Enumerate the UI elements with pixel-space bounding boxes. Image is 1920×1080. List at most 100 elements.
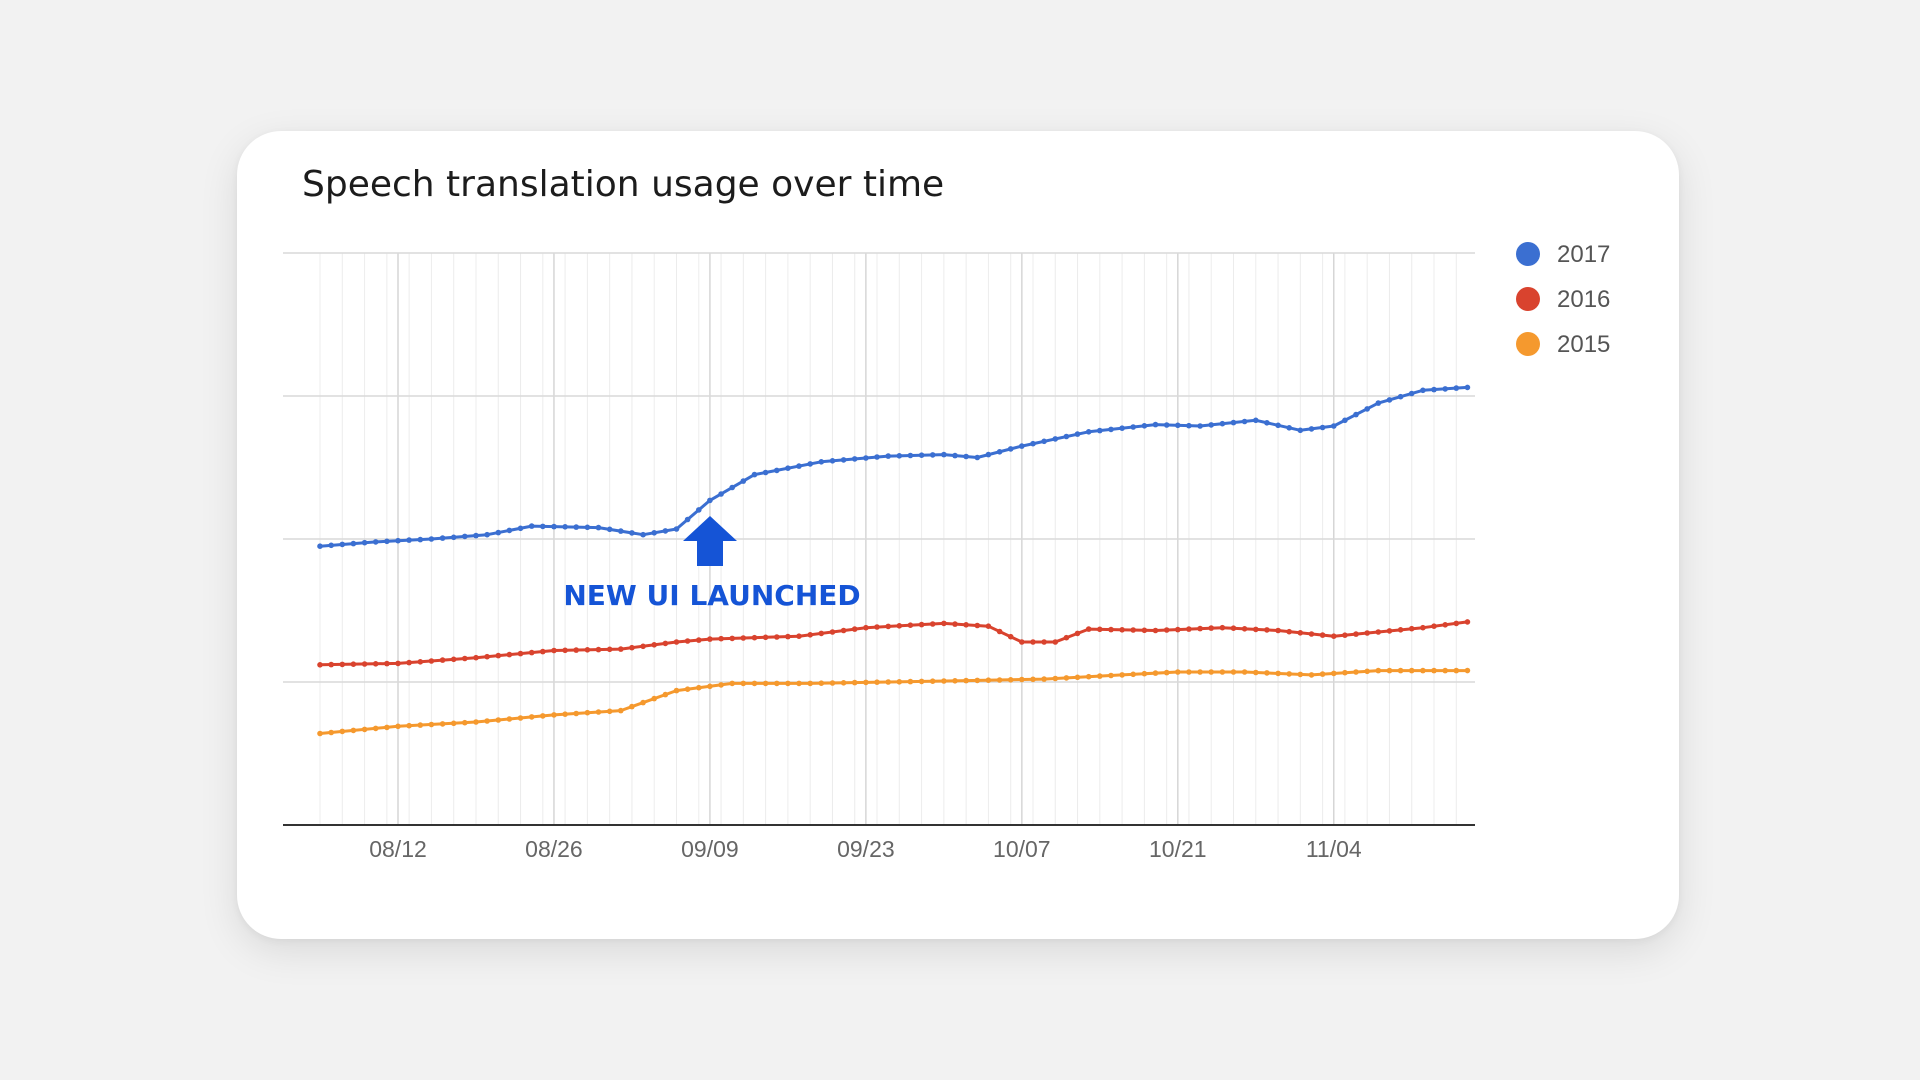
- data-point: [1141, 627, 1148, 634]
- data-point: [1097, 427, 1103, 434]
- data-point: [1130, 627, 1136, 633]
- data-point: [540, 648, 546, 655]
- data-point: [540, 713, 546, 719]
- data-point: [1052, 675, 1059, 682]
- data-point: [428, 658, 435, 664]
- data-point: [1063, 433, 1070, 440]
- data-point: [484, 531, 490, 538]
- data-point: [540, 523, 546, 530]
- data-point: [896, 623, 903, 629]
- data-point: [551, 712, 557, 718]
- legend-item-2016[interactable]: 2016: [1516, 286, 1610, 313]
- data-point: [551, 647, 557, 654]
- data-point: [317, 662, 323, 668]
- data-point: [1297, 427, 1304, 434]
- legend-swatch: [1516, 287, 1540, 311]
- data-point: [1375, 667, 1382, 674]
- data-point: [729, 484, 735, 491]
- data-point: [1353, 411, 1359, 418]
- data-point: [1186, 422, 1192, 429]
- x-tick-label: 10/21: [1149, 836, 1207, 862]
- data-point: [350, 540, 357, 547]
- data-point: [462, 533, 468, 540]
- legend-swatch: [1516, 242, 1540, 266]
- legend-item-2015[interactable]: 2015: [1516, 331, 1610, 358]
- data-point: [885, 623, 891, 630]
- data-point: [963, 622, 969, 628]
- data-point: [684, 686, 691, 692]
- data-point: [818, 680, 825, 686]
- data-point: [640, 531, 646, 538]
- data-point: [874, 454, 880, 460]
- data-point: [840, 457, 847, 463]
- data-point: [1108, 626, 1114, 633]
- data-point: [963, 677, 969, 684]
- data-point: [618, 646, 624, 652]
- data-point: [718, 682, 724, 688]
- data-point: [1208, 669, 1214, 675]
- data-point: [1219, 669, 1226, 675]
- data-point: [807, 632, 813, 638]
- data-point: [595, 646, 602, 653]
- data-point: [774, 634, 780, 640]
- data-point: [640, 643, 646, 650]
- legend[interactable]: 2017 2016 2015: [1516, 241, 1610, 358]
- series-2016: [317, 619, 1471, 668]
- data-point: [796, 463, 802, 469]
- data-point: [328, 661, 335, 668]
- data-point: [573, 710, 579, 717]
- data-point: [918, 621, 925, 628]
- data-point: [1286, 671, 1292, 677]
- data-point: [595, 524, 602, 531]
- data-point: [1085, 429, 1092, 435]
- data-point: [417, 659, 424, 665]
- data-point: [851, 456, 858, 462]
- legend-swatch: [1516, 332, 1540, 356]
- data-point: [851, 679, 858, 686]
- data-point: [551, 523, 557, 530]
- data-point: [696, 637, 702, 643]
- data-point: [1420, 387, 1426, 394]
- data-point: [450, 656, 457, 663]
- data-point: [996, 677, 1003, 683]
- data-point: [963, 453, 969, 460]
- data-point: [517, 715, 524, 721]
- data-point: [1364, 668, 1370, 675]
- data-point: [1353, 669, 1359, 675]
- data-point: [885, 679, 891, 685]
- data-point: [1342, 417, 1348, 424]
- series-line-2017: [318, 385, 1469, 548]
- data-point: [952, 678, 958, 684]
- data-point: [785, 465, 791, 472]
- data-point: [1253, 669, 1259, 676]
- data-point: [729, 680, 735, 687]
- legend-item-2017[interactable]: 2017: [1516, 241, 1610, 268]
- data-point: [829, 629, 836, 635]
- data-point: [439, 535, 446, 541]
- data-point: [1007, 677, 1014, 683]
- data-point: [840, 680, 847, 686]
- data-point: [774, 467, 780, 474]
- data-point: [384, 660, 390, 667]
- data-point: [1097, 673, 1103, 679]
- series-line-2016: [318, 620, 1469, 667]
- data-point: [774, 680, 780, 687]
- data-point: [818, 630, 825, 637]
- data-point: [718, 491, 724, 497]
- data-point: [785, 633, 791, 640]
- data-point: [1319, 671, 1326, 677]
- data-point: [1197, 625, 1203, 632]
- data-point: [1074, 630, 1081, 637]
- launch-annotation: NEW UI LAUNCHED: [563, 516, 861, 612]
- data-point: [1397, 667, 1404, 674]
- data-point: [751, 680, 758, 687]
- data-point: [1264, 420, 1270, 426]
- data-point: [562, 647, 568, 654]
- data-point: [1375, 629, 1382, 635]
- data-point: [439, 657, 446, 663]
- data-point: [1319, 632, 1326, 638]
- data-point: [785, 680, 791, 687]
- data-point: [1408, 625, 1415, 632]
- data-point: [1219, 624, 1226, 631]
- data-point: [818, 459, 825, 465]
